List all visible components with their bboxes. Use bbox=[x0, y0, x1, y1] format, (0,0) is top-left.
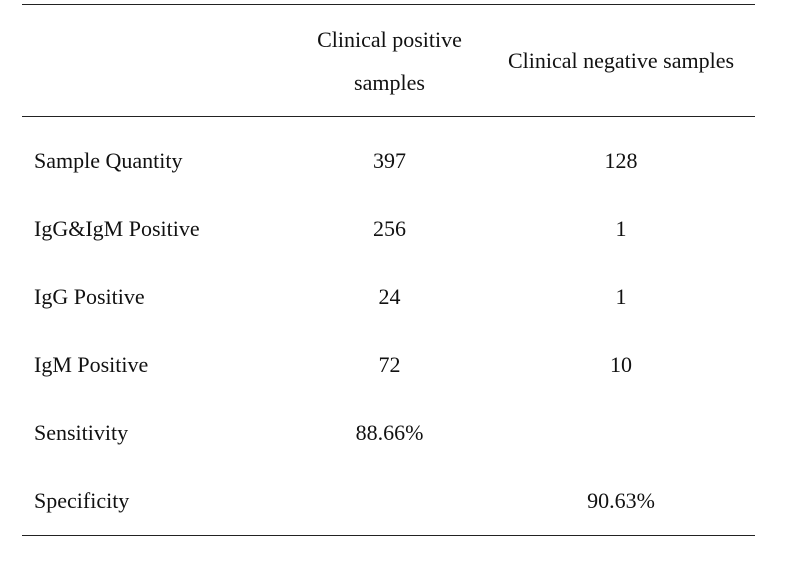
positive-value: 256 bbox=[373, 216, 406, 241]
positive-value: 88.66% bbox=[355, 420, 424, 445]
negative-value: 90.63% bbox=[587, 488, 655, 513]
negative-value: 128 bbox=[604, 148, 638, 173]
row-label: IgG&IgM Positive bbox=[34, 216, 200, 241]
positive-value: 397 bbox=[373, 148, 406, 173]
row-label: Sensitivity bbox=[34, 420, 129, 445]
table-row: IgG Positive 24 1 bbox=[22, 263, 755, 331]
row-label: IgM Positive bbox=[34, 352, 149, 377]
header-clinical-negative: Clinical negative samples bbox=[507, 48, 735, 73]
negative-value bbox=[487, 399, 755, 467]
table-row: IgG&IgM Positive 256 1 bbox=[22, 195, 755, 263]
positive-value: 24 bbox=[378, 284, 401, 309]
header-row: Clinical positive samples Clinical negat… bbox=[22, 4, 755, 117]
negative-value: 1 bbox=[615, 284, 627, 309]
table-row: Sample Quantity 397 128 bbox=[22, 117, 755, 196]
row-label: Specificity bbox=[34, 488, 130, 513]
table-row: IgM Positive 72 10 bbox=[22, 331, 755, 399]
table-row: Sensitivity 88.66% bbox=[22, 399, 755, 467]
positive-value bbox=[292, 467, 487, 536]
table-row: Specificity 90.63% bbox=[22, 467, 755, 536]
positive-value: 72 bbox=[378, 352, 401, 377]
header-empty bbox=[22, 5, 292, 117]
negative-value: 1 bbox=[615, 216, 627, 241]
results-table: Clinical positive samples Clinical negat… bbox=[22, 4, 755, 536]
header-clinical-positive: Clinical positive samples bbox=[317, 26, 462, 95]
row-label: IgG Positive bbox=[34, 284, 145, 309]
row-label: Sample Quantity bbox=[34, 148, 183, 173]
negative-value: 10 bbox=[610, 352, 632, 377]
results-table-container: Clinical positive samples Clinical negat… bbox=[22, 4, 755, 536]
